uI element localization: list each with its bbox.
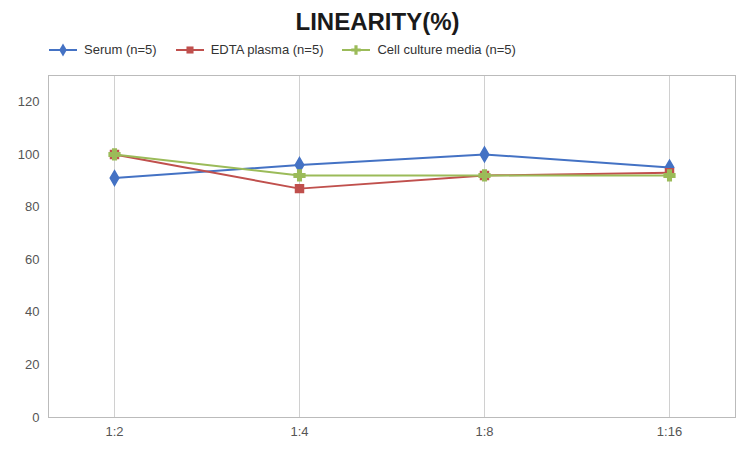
html-text:LINEARITY(%): LINEARITY(%) xyxy=(295,8,460,35)
svg-text:1:4: 1:4 xyxy=(290,424,308,439)
html-text:Cell culture media (n=5): Cell culture media (n=5) xyxy=(377,42,516,57)
svg-text:100: 100 xyxy=(18,147,40,162)
html-text:Serum (n=5): Serum (n=5) xyxy=(84,42,157,57)
svg-text:0: 0 xyxy=(32,410,39,425)
svg-text:1:16: 1:16 xyxy=(657,424,682,439)
svg-text:1:2: 1:2 xyxy=(105,424,123,439)
svg-text:40: 40 xyxy=(25,304,39,319)
svg-text:60: 60 xyxy=(25,252,39,267)
svg-text:80: 80 xyxy=(25,199,39,214)
svg-text:120: 120 xyxy=(18,94,40,109)
html-text:EDTA plasma (n=5): EDTA plasma (n=5) xyxy=(210,42,324,57)
svg-text:20: 20 xyxy=(25,357,39,372)
svg-text:1:8: 1:8 xyxy=(475,424,493,439)
